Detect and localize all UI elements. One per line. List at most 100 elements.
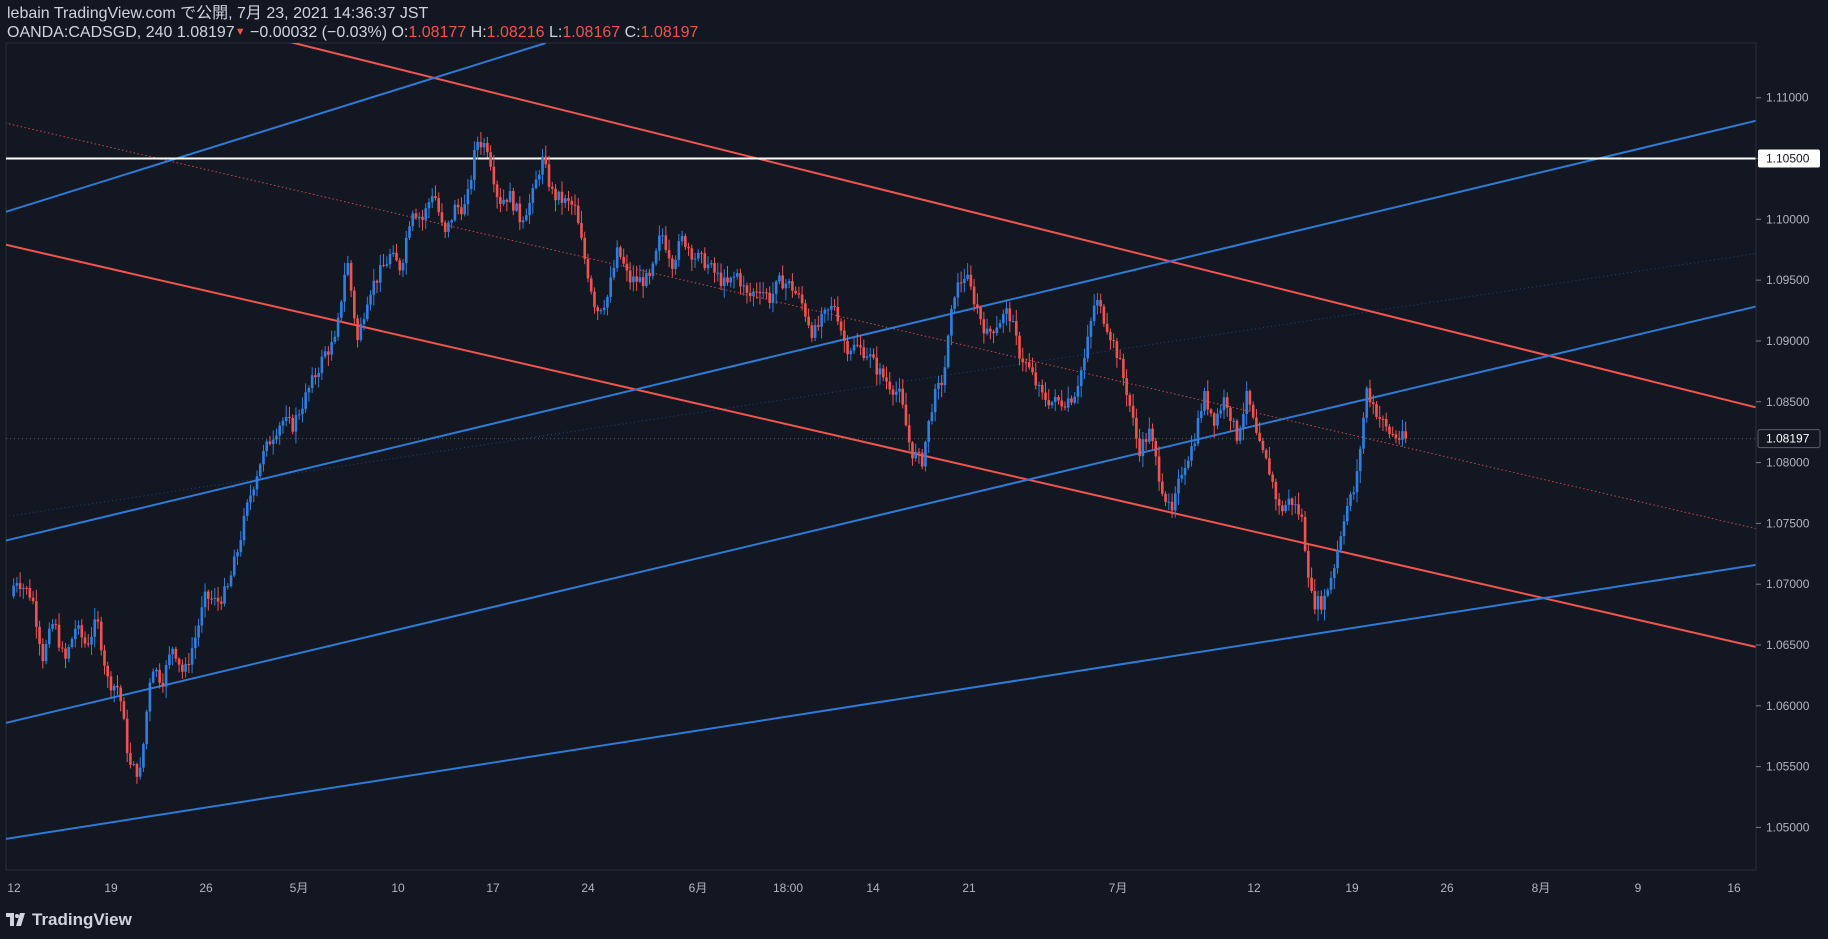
candle-body bbox=[271, 439, 275, 445]
y-tick-label: 1.07000 bbox=[1766, 577, 1810, 591]
candle-body bbox=[460, 207, 463, 215]
candle bbox=[989, 325, 992, 340]
candle-body bbox=[194, 637, 197, 649]
candle-body bbox=[340, 301, 343, 318]
candle bbox=[917, 448, 921, 464]
candle bbox=[216, 586, 220, 611]
candle-body bbox=[531, 188, 535, 203]
candle bbox=[1216, 408, 1219, 430]
candle-body bbox=[703, 253, 707, 269]
candle bbox=[745, 282, 749, 304]
candle bbox=[1144, 432, 1148, 451]
candle bbox=[593, 287, 596, 314]
candle bbox=[90, 627, 93, 656]
candle bbox=[460, 197, 463, 221]
candle-body bbox=[807, 316, 810, 326]
candle-body bbox=[1092, 305, 1096, 322]
candle-body bbox=[1167, 501, 1171, 503]
candle bbox=[1099, 293, 1102, 314]
candle-body bbox=[525, 215, 528, 221]
candle bbox=[641, 268, 645, 298]
candles bbox=[12, 132, 1407, 784]
candle-body bbox=[469, 179, 473, 190]
candle-body bbox=[184, 664, 187, 672]
candle-body bbox=[914, 451, 918, 459]
candle-body bbox=[570, 200, 574, 205]
candle bbox=[1018, 331, 1021, 366]
candle bbox=[966, 263, 969, 282]
candle bbox=[865, 347, 869, 361]
candle bbox=[473, 141, 476, 191]
candle-body bbox=[739, 273, 742, 287]
candle-body bbox=[515, 203, 518, 211]
candle-body bbox=[706, 264, 710, 269]
candle bbox=[404, 230, 408, 275]
tradingview-logo[interactable]: TradingView bbox=[6, 910, 132, 930]
candle bbox=[369, 290, 372, 311]
candle-body bbox=[804, 303, 807, 317]
candle-body bbox=[187, 664, 191, 666]
candle-body bbox=[330, 342, 333, 355]
candle bbox=[914, 443, 918, 462]
candle bbox=[1358, 445, 1362, 484]
candle bbox=[168, 646, 171, 670]
close-label: C: bbox=[624, 24, 641, 41]
y-tick-label: 1.07500 bbox=[1766, 516, 1810, 530]
candle bbox=[674, 255, 677, 275]
candle bbox=[1297, 492, 1300, 520]
candle bbox=[443, 220, 447, 239]
candle bbox=[1141, 432, 1145, 468]
candle bbox=[1316, 590, 1320, 621]
candle bbox=[304, 383, 307, 414]
candle bbox=[1300, 508, 1304, 522]
candle-body bbox=[213, 597, 217, 599]
candle bbox=[946, 334, 950, 369]
last-price-label-text: 1.08197 bbox=[1766, 432, 1810, 446]
candle-body bbox=[12, 585, 15, 597]
candle-body bbox=[787, 281, 791, 284]
candle-body bbox=[1242, 413, 1245, 429]
candle bbox=[135, 762, 139, 784]
candle-body bbox=[1024, 362, 1028, 364]
candle-body bbox=[881, 368, 885, 378]
candle bbox=[1281, 500, 1284, 516]
candle bbox=[15, 576, 19, 593]
candle-body bbox=[969, 274, 973, 287]
candle bbox=[985, 318, 989, 336]
candle bbox=[200, 596, 204, 633]
candle-body bbox=[826, 309, 830, 311]
candle bbox=[1063, 401, 1067, 411]
candle-body bbox=[353, 290, 356, 319]
candle-body bbox=[1118, 357, 1122, 359]
candle bbox=[1271, 471, 1274, 489]
symbol-name: OANDA:CADSGD, 240 bbox=[7, 24, 173, 41]
candle-body bbox=[901, 388, 905, 405]
candle bbox=[291, 414, 294, 435]
candle bbox=[537, 169, 541, 187]
candle bbox=[35, 589, 38, 639]
candle bbox=[336, 312, 340, 341]
candle bbox=[696, 249, 700, 262]
candle-body bbox=[628, 270, 632, 283]
candle bbox=[586, 253, 590, 283]
candle bbox=[677, 233, 681, 267]
candle-body bbox=[589, 278, 593, 292]
candle bbox=[862, 339, 866, 361]
candle bbox=[320, 349, 324, 380]
candle-body bbox=[1053, 396, 1057, 403]
candle bbox=[492, 154, 496, 193]
candle bbox=[417, 212, 421, 228]
candle-body bbox=[1164, 493, 1167, 503]
candle-body bbox=[1125, 378, 1128, 396]
candle-body bbox=[1349, 494, 1352, 506]
candle bbox=[1235, 418, 1239, 445]
low-label: L: bbox=[548, 24, 563, 41]
candle-body bbox=[317, 372, 320, 378]
candle-body bbox=[755, 291, 759, 293]
candle-body bbox=[54, 624, 58, 626]
candle bbox=[1079, 366, 1083, 398]
candle-body bbox=[1209, 409, 1213, 414]
candle-body bbox=[638, 277, 642, 282]
candle bbox=[784, 279, 788, 300]
